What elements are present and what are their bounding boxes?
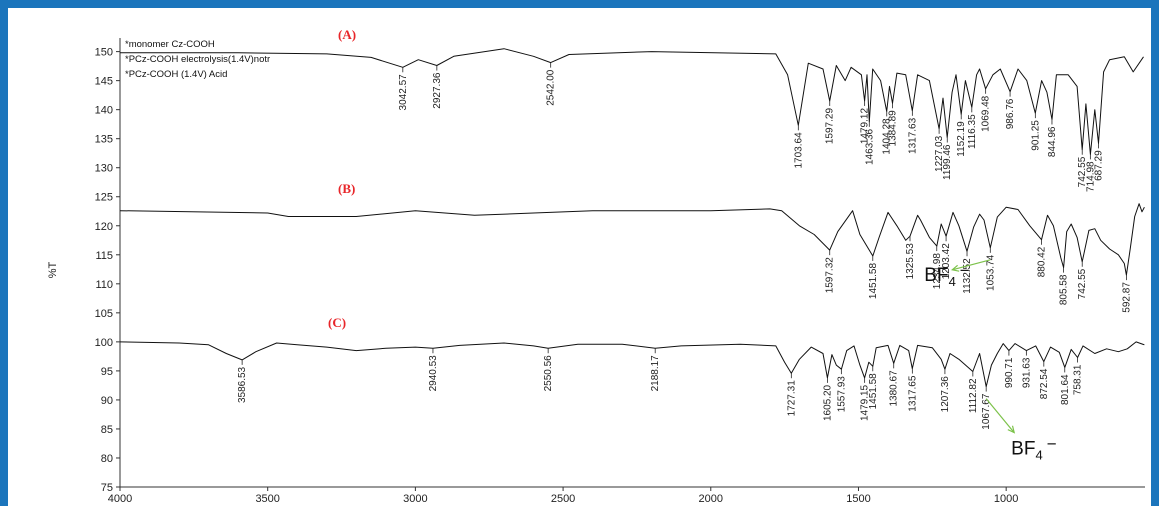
bf4-arrowhead-0 bbox=[950, 264, 960, 272]
peak-label-8: 1384.89 bbox=[887, 110, 898, 147]
peak-label-15: 986.76 bbox=[1005, 98, 1016, 129]
spectrum-line-2 bbox=[119, 341, 1145, 388]
peak-label-0: 3042.57 bbox=[398, 74, 409, 111]
bf4-label-0: BF4− bbox=[924, 261, 970, 289]
peak-label-31: 592.87 bbox=[1121, 282, 1132, 313]
bf4-annotation-0: BF4− bbox=[924, 259, 991, 289]
x-tick-label-2000: 2000 bbox=[699, 493, 723, 505]
peak-label-13: 1116.35 bbox=[967, 114, 978, 149]
y-tick-label-105: 105 bbox=[95, 308, 113, 320]
peak-label-38: 1557.93 bbox=[836, 376, 847, 413]
y-tick-label-85: 85 bbox=[101, 424, 113, 436]
peak-label-22: 1451.58 bbox=[868, 263, 879, 300]
peak-label-39: 1479.15 bbox=[860, 384, 871, 421]
peak-label-18: 742.55 bbox=[1077, 156, 1088, 187]
peak-label-14: 1069.48 bbox=[981, 95, 992, 132]
y-tick-label-90: 90 bbox=[101, 395, 113, 407]
peak-label-17: 844.96 bbox=[1047, 126, 1058, 157]
peak-label-48: 872.54 bbox=[1039, 368, 1050, 399]
x-tick-label-3500: 3500 bbox=[255, 493, 279, 505]
peak-label-11: 1199.46 bbox=[942, 144, 953, 180]
peak-label-46: 990.71 bbox=[1004, 357, 1015, 388]
legend-entry-0: *monomer Cz-COOH bbox=[125, 39, 215, 50]
y-tick-label-125: 125 bbox=[95, 192, 113, 204]
peak-label-41: 1380.67 bbox=[889, 370, 900, 407]
peak-label-33: 2940.53 bbox=[428, 355, 439, 392]
peak-label-29: 805.58 bbox=[1059, 274, 1070, 305]
y-tick-label-100: 100 bbox=[95, 337, 113, 349]
peak-label-5: 1479.12 bbox=[860, 108, 871, 145]
peak-label-32: 3586.53 bbox=[237, 366, 248, 403]
peak-label-26: 1132.52 bbox=[962, 258, 973, 294]
y-tick-label-80: 80 bbox=[101, 453, 113, 465]
peak-label-47: 931.63 bbox=[1021, 357, 1032, 388]
peak-label-36: 1727.31 bbox=[786, 380, 797, 417]
peak-label-35: 2188.17 bbox=[650, 355, 661, 392]
peak-label-49: 801.64 bbox=[1060, 374, 1071, 405]
peak-label-12: 1152.19 bbox=[956, 121, 967, 157]
panel-label-c: (C) bbox=[328, 315, 346, 330]
peak-label-23: 1325.53 bbox=[905, 243, 916, 280]
y-tick-label-145: 145 bbox=[95, 76, 113, 88]
peak-label-27: 1053.74 bbox=[985, 254, 996, 291]
y-tick-label-120: 120 bbox=[95, 221, 113, 233]
legend-group: *monomer Cz-COOH *PCz-COOH electrolysis(… bbox=[125, 39, 270, 80]
bf4-arrowhead-1 bbox=[1007, 425, 1016, 434]
peak-label-9: 1317.63 bbox=[907, 117, 918, 154]
peak-label-21: 1597.32 bbox=[825, 257, 836, 294]
x-tick-label-2500: 2500 bbox=[551, 493, 575, 505]
peak-label-group: 3042.57 2927.36 2542.00 1703.64 1597.29 1479.… bbox=[237, 62, 1132, 463]
peak-label-28: 880.42 bbox=[1036, 246, 1047, 277]
peak-label-6: 1463.36 bbox=[864, 128, 875, 165]
bf4-label-1: BF4− bbox=[1011, 435, 1057, 463]
peak-label-16: 901.25 bbox=[1030, 120, 1041, 151]
bf4-annotation-1: BF4− bbox=[985, 398, 1057, 463]
x-tick-label-1500: 1500 bbox=[846, 493, 870, 505]
bf4-arrow-0 bbox=[952, 259, 991, 271]
peak-label-1: 2927.36 bbox=[432, 72, 443, 109]
peak-label-2: 2542.00 bbox=[546, 69, 557, 106]
peak-label-34: 2550.56 bbox=[543, 355, 554, 392]
panel-label-a: (A) bbox=[338, 27, 356, 42]
peak-label-3: 1703.64 bbox=[793, 132, 804, 169]
peak-label-7: 1404.28 bbox=[882, 118, 893, 155]
y-tick-label-140: 140 bbox=[95, 105, 113, 117]
y-tick-label-150: 150 bbox=[95, 47, 113, 59]
x-tick-label-3000: 3000 bbox=[403, 493, 427, 505]
legend-entry-1: *PCz-COOH electrolysis(1.4V)notr bbox=[125, 54, 270, 65]
peak-label-42: 1317.65 bbox=[907, 375, 918, 412]
y-tick-label-115: 115 bbox=[95, 250, 113, 262]
x-tick-label-1000: 1000 bbox=[994, 493, 1018, 505]
peak-label-24: 1234.98 bbox=[932, 253, 943, 290]
peak-label-19: 714.98 bbox=[1085, 161, 1096, 192]
panel-label-b: (B) bbox=[338, 181, 355, 196]
axes-group: 75 80 85 90 95 100 105 110 115 120 125 130 135 140 145… bbox=[95, 38, 1145, 505]
peak-label-50: 758.31 bbox=[1073, 364, 1084, 395]
peak-label-43: 1207.36 bbox=[940, 376, 951, 413]
peak-label-44: 1112.82 bbox=[968, 378, 979, 413]
peak-label-37: 1605.20 bbox=[822, 384, 833, 421]
bf4-arrow-1 bbox=[985, 398, 1015, 433]
y-tick-label-135: 135 bbox=[95, 134, 113, 146]
y-axis-label: %T bbox=[47, 261, 59, 278]
peak-label-25: 1203.42 bbox=[941, 243, 952, 280]
peak-label-10: 1227.03 bbox=[934, 135, 945, 172]
peak-label-45: 1067.67 bbox=[981, 393, 992, 430]
y-tick-label-75: 75 bbox=[101, 482, 113, 494]
peak-label-30: 742.55 bbox=[1077, 268, 1088, 299]
peak-label-20: 687.29 bbox=[1094, 150, 1105, 181]
spectrum-line-1 bbox=[119, 203, 1145, 276]
y-tick-label-95: 95 bbox=[101, 366, 113, 378]
peak-label-40: 1451.58 bbox=[868, 373, 879, 410]
y-tick-label-130: 130 bbox=[95, 163, 113, 175]
y-tick-label-110: 110 bbox=[95, 279, 113, 291]
x-tick-label-4000: 4000 bbox=[108, 493, 132, 505]
spectrum-line-0 bbox=[120, 48, 1144, 155]
legend-entry-2: *PCz-COOH (1.4V) Acid bbox=[125, 69, 227, 80]
peak-label-4: 1597.29 bbox=[825, 108, 836, 145]
